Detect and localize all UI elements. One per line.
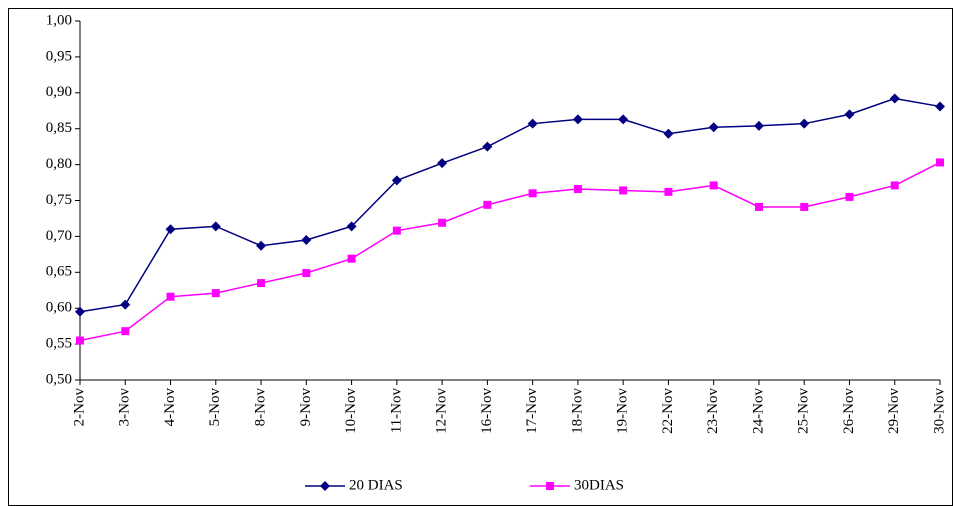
point bbox=[210, 221, 221, 232]
x-tick-label: 26-Nov bbox=[841, 388, 857, 434]
point bbox=[935, 101, 945, 112]
point bbox=[709, 181, 718, 190]
x-tick-label: 12-Nov bbox=[434, 388, 450, 434]
point bbox=[438, 218, 447, 227]
x-tick-label: 22-Nov bbox=[660, 388, 676, 434]
x-tick-label: 29-Nov bbox=[886, 388, 902, 434]
x-tick-label: 2-Nov bbox=[71, 388, 87, 427]
x-tick-label: 9-Nov bbox=[298, 388, 314, 427]
y-tick-label: 1,00 bbox=[46, 12, 72, 28]
y-tick-label: 0,90 bbox=[46, 84, 72, 100]
point bbox=[391, 175, 402, 186]
point bbox=[165, 224, 176, 235]
point bbox=[800, 202, 809, 211]
point bbox=[166, 292, 175, 301]
point bbox=[256, 240, 267, 251]
point bbox=[573, 185, 582, 194]
y-tick-label: 0,65 bbox=[46, 264, 72, 280]
point bbox=[619, 186, 628, 195]
y-tick-label: 0,85 bbox=[46, 120, 72, 136]
series-line bbox=[79, 161, 941, 342]
x-tick-label: 19-Nov bbox=[615, 388, 631, 434]
y-tick-label: 0,50 bbox=[46, 371, 72, 387]
x-tick-label: 10-Nov bbox=[343, 388, 359, 434]
point bbox=[546, 482, 554, 490]
point bbox=[663, 128, 674, 139]
chart-frame bbox=[8, 8, 953, 506]
point bbox=[347, 254, 356, 263]
point bbox=[483, 200, 492, 209]
legend-label: 30DIAS bbox=[574, 477, 624, 493]
point bbox=[211, 289, 220, 298]
y-tick-label: 0,80 bbox=[46, 156, 72, 172]
point bbox=[618, 114, 629, 125]
point bbox=[799, 118, 810, 129]
point bbox=[120, 299, 131, 310]
x-tick-label: 8-Nov bbox=[252, 388, 268, 427]
point bbox=[753, 120, 764, 131]
x-tick-label: 11-Nov bbox=[388, 388, 404, 434]
point bbox=[844, 109, 855, 120]
y-tick-label: 0,75 bbox=[46, 192, 72, 208]
series-line bbox=[79, 97, 941, 313]
point bbox=[482, 141, 493, 152]
point bbox=[664, 187, 673, 196]
point bbox=[936, 158, 944, 167]
x-tick-label: 5-Nov bbox=[207, 388, 223, 427]
point bbox=[392, 226, 401, 235]
point bbox=[708, 122, 719, 133]
point bbox=[889, 93, 900, 104]
point bbox=[527, 118, 538, 129]
point bbox=[890, 181, 899, 190]
x-tick-label: 4-Nov bbox=[162, 388, 178, 427]
point bbox=[572, 114, 583, 125]
x-tick-label: 16-Nov bbox=[479, 388, 495, 434]
point bbox=[75, 306, 85, 317]
x-tick-label: 25-Nov bbox=[796, 388, 812, 434]
point bbox=[257, 279, 266, 288]
x-tick-label: 18-Nov bbox=[569, 388, 585, 434]
point bbox=[437, 158, 448, 169]
point bbox=[346, 221, 357, 232]
point bbox=[320, 481, 330, 491]
y-tick-label: 0,70 bbox=[46, 228, 72, 244]
y-tick-label: 0,55 bbox=[46, 336, 72, 352]
point bbox=[301, 234, 312, 245]
point bbox=[302, 269, 311, 278]
point bbox=[754, 202, 763, 211]
x-tick-label: 23-Nov bbox=[705, 388, 721, 434]
point bbox=[76, 336, 84, 345]
x-tick-label: 17-Nov bbox=[524, 388, 540, 434]
x-tick-label: 24-Nov bbox=[750, 388, 766, 434]
y-tick-label: 0,95 bbox=[46, 48, 72, 64]
legend-label: 20 DIAS bbox=[349, 477, 403, 493]
point bbox=[121, 327, 130, 336]
point bbox=[528, 189, 537, 198]
x-tick-label: 3-Nov bbox=[117, 388, 133, 427]
point bbox=[845, 192, 854, 201]
y-tick-label: 0,60 bbox=[46, 300, 72, 316]
x-tick-label: 30-Nov bbox=[931, 388, 947, 434]
